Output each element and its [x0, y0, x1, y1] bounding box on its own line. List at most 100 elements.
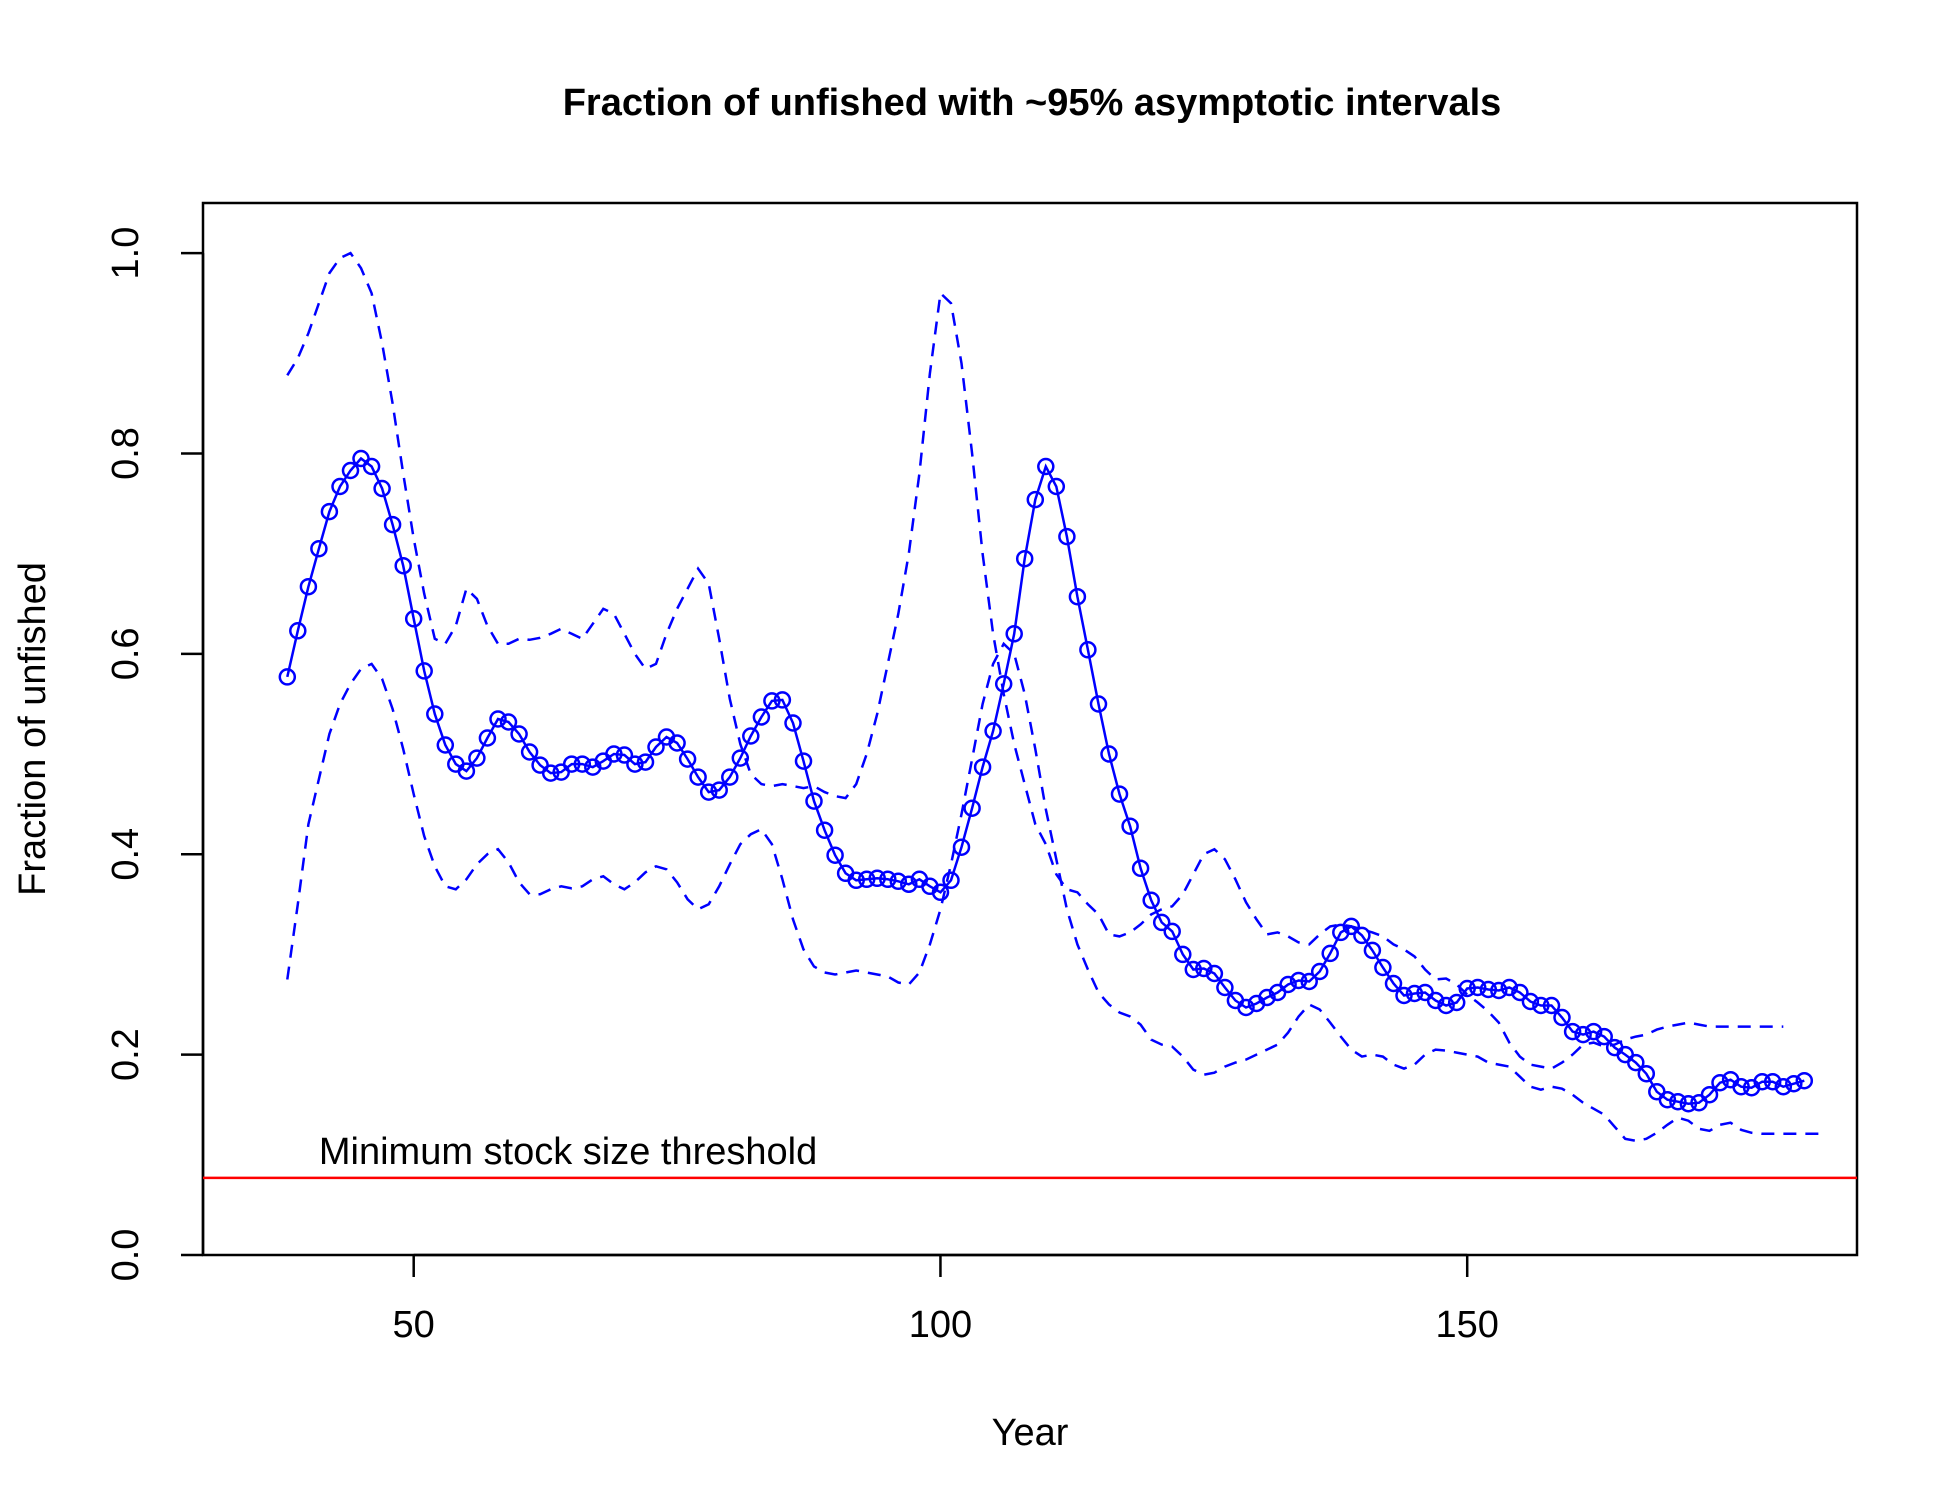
- data-point: [805, 792, 823, 810]
- data-point: [784, 714, 802, 732]
- data-point: [1732, 1077, 1750, 1096]
- series-line-lower-95: [286, 641, 1826, 1143]
- data-point: [1753, 1072, 1771, 1091]
- y-tick-label: 0.8: [105, 427, 147, 480]
- data-point: [1521, 992, 1540, 1011]
- data-point: [615, 746, 634, 764]
- data-point: [1405, 984, 1424, 1003]
- data-point: [889, 872, 908, 891]
- data-point: [1321, 944, 1339, 963]
- data-point: [394, 556, 412, 575]
- data-point: [1005, 625, 1023, 643]
- data-point: [1026, 490, 1045, 509]
- data-point: [1058, 527, 1076, 546]
- data-point: [1627, 1053, 1645, 1072]
- data-point: [1131, 859, 1150, 878]
- data-point: [1300, 972, 1318, 991]
- data-point: [942, 871, 960, 890]
- data-point: [1110, 785, 1129, 803]
- data-point: [1711, 1073, 1729, 1092]
- data-point: [310, 539, 328, 558]
- data-point: [636, 753, 655, 771]
- data-point: [1068, 587, 1087, 606]
- data-point: [320, 502, 339, 521]
- data-point: [1426, 991, 1445, 1010]
- data-point: [541, 764, 560, 782]
- data-point: [373, 479, 391, 498]
- data-point: [1174, 945, 1192, 964]
- data-point: [1511, 983, 1529, 1002]
- data-point: [1553, 1008, 1571, 1027]
- data-point: [847, 871, 865, 890]
- data-point: [1542, 996, 1561, 1015]
- data-point: [678, 750, 697, 768]
- data-point: [383, 515, 402, 534]
- y-tick-label: 0.0: [105, 1229, 147, 1282]
- data-point: [1195, 959, 1213, 978]
- data-point: [857, 870, 876, 889]
- data-point: [1490, 981, 1508, 1000]
- data-point: [1015, 549, 1034, 568]
- data-point: [1563, 1022, 1582, 1041]
- x-tick-label: 50: [393, 1304, 435, 1346]
- data-point: [868, 869, 886, 888]
- data-point: [289, 622, 307, 640]
- data-point: [1363, 941, 1382, 960]
- x-axis-label: Year: [992, 1412, 1069, 1454]
- series-line-upper-95: [286, 251, 1784, 1070]
- data-point: [341, 461, 360, 480]
- data-point: [1258, 988, 1276, 1007]
- data-point: [1574, 1025, 1592, 1044]
- data-point: [499, 713, 518, 731]
- data-point: [1700, 1085, 1719, 1104]
- data-point: [699, 783, 718, 801]
- data-point: [468, 749, 486, 767]
- data-point: [1047, 477, 1066, 496]
- y-axis-label: Fraction of unfished: [12, 562, 54, 896]
- y-tick-label: 0.6: [105, 627, 147, 680]
- data-point: [299, 577, 318, 596]
- data-point: [415, 662, 433, 680]
- data-point: [1237, 998, 1255, 1017]
- data-point: [973, 758, 992, 776]
- series-line-estimate: [286, 456, 1805, 1105]
- data-point: [1774, 1077, 1793, 1096]
- data-point: [1447, 993, 1466, 1012]
- data-point: [278, 668, 297, 686]
- data-point: [1310, 962, 1329, 981]
- data-point: [1763, 1072, 1782, 1091]
- data-point: [1468, 978, 1487, 997]
- data-point: [404, 610, 423, 628]
- chart-title: Fraction of unfished with ~95% asymptoti…: [563, 82, 1502, 124]
- data-point: [605, 745, 623, 763]
- data-point: [331, 477, 349, 496]
- data-point: [984, 722, 1002, 740]
- data-point: [1384, 974, 1403, 993]
- data-point: [647, 738, 665, 756]
- data-point: [573, 755, 592, 773]
- data-point: [426, 705, 444, 723]
- data-point: [362, 457, 381, 476]
- data-point: [1184, 960, 1203, 979]
- data-point: [1785, 1074, 1803, 1093]
- data-point: [710, 781, 728, 799]
- data-point: [826, 846, 844, 864]
- data-point: [1374, 958, 1392, 977]
- data-point: [668, 734, 686, 752]
- data-point: [1037, 457, 1055, 476]
- data-point: [1353, 926, 1371, 945]
- y-tick-label: 0.4: [105, 828, 147, 881]
- data-point: [752, 708, 771, 726]
- data-point: [689, 768, 707, 786]
- data-point: [1152, 913, 1171, 932]
- y-axis: 0.0 0.2 0.4 0.6 0.8 1.0: [105, 227, 205, 1282]
- data-point: [1342, 917, 1361, 936]
- data-point: [900, 875, 918, 894]
- data-point: [1532, 996, 1550, 1015]
- data-point: [457, 762, 476, 780]
- data-point: [742, 727, 760, 745]
- data-point: [489, 710, 507, 728]
- data-point: [1216, 978, 1234, 997]
- data-point: [1658, 1090, 1677, 1109]
- data-point: [436, 736, 455, 754]
